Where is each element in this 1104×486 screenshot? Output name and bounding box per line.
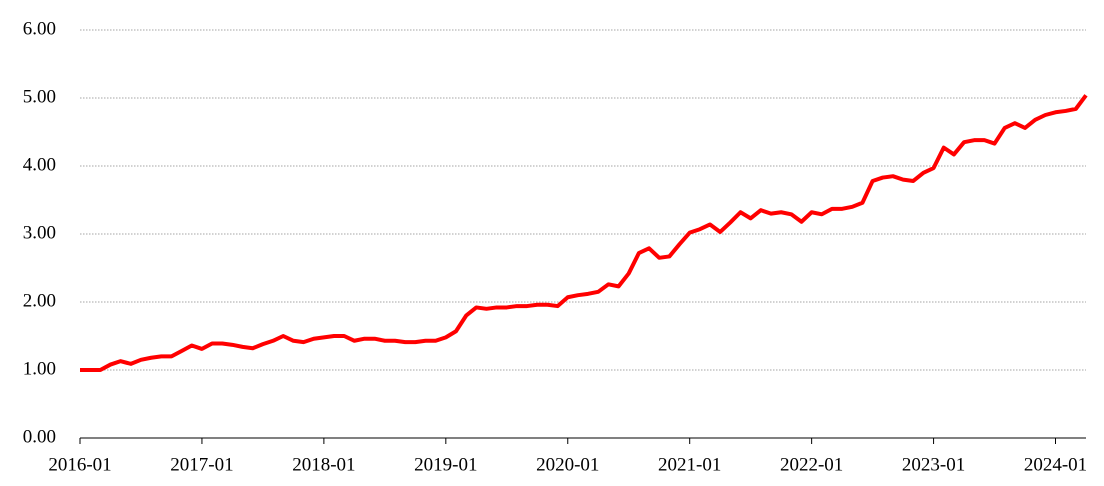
y-tick-label: 5.00 [23,86,56,107]
x-tick-label: 2017-01 [170,454,233,475]
x-tick-label: 2021-01 [658,454,721,475]
y-tick-label: 6.00 [23,18,56,39]
y-tick-label: 1.00 [23,358,56,379]
x-tick-label: 2023-01 [902,454,965,475]
x-tick-label: 2020-01 [536,454,599,475]
x-tick-label: 2016-01 [48,454,111,475]
y-tick-label: 2.00 [23,290,56,311]
x-tick-label: 2022-01 [780,454,843,475]
x-tick-label: 2018-01 [292,454,355,475]
y-tick-label: 0.00 [23,426,56,447]
data-line [80,94,1088,372]
y-tick-label: 3.00 [23,222,56,243]
y-tick-label: 4.00 [23,154,56,175]
x-tick-label: 2019-01 [414,454,477,475]
x-tick-label: 2024-01 [1024,454,1087,475]
